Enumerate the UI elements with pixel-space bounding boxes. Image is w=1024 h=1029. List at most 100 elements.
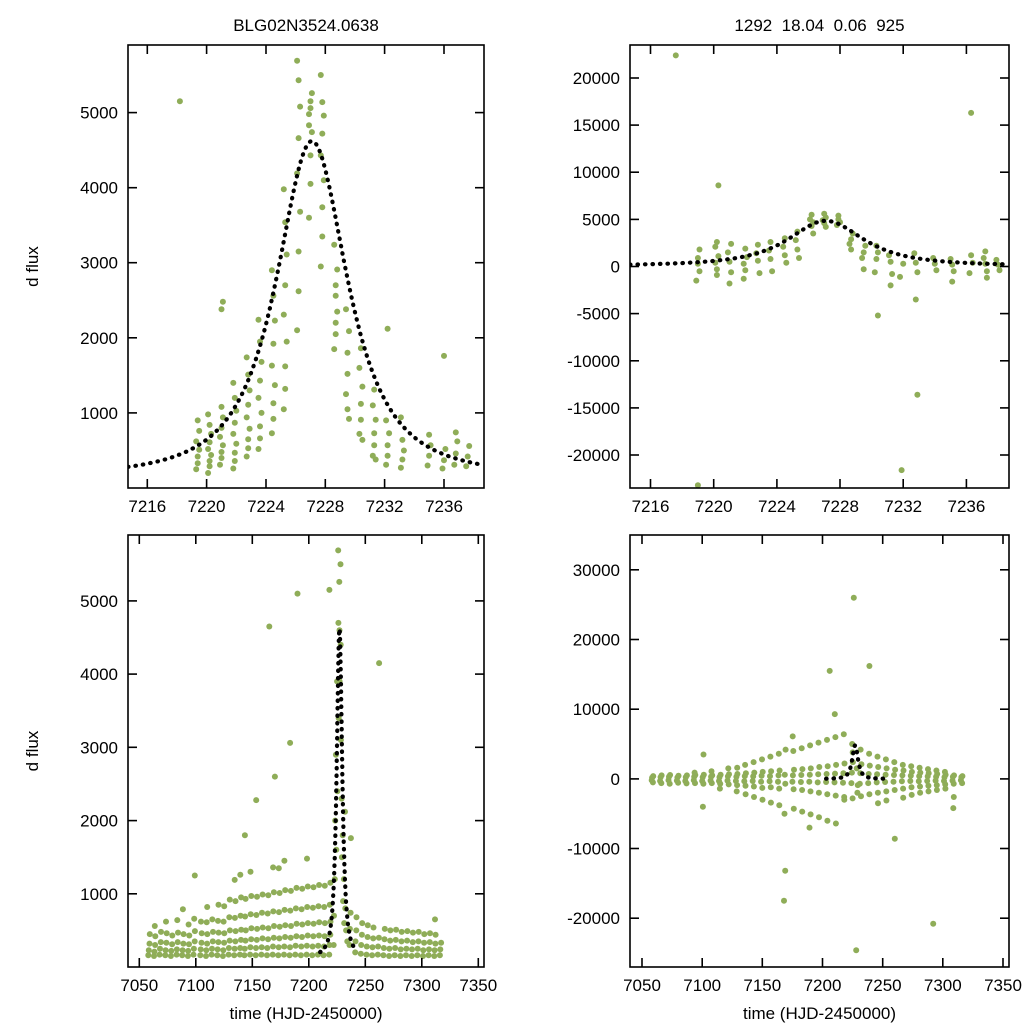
- data-point: [383, 461, 390, 468]
- data-point: [315, 903, 322, 910]
- data-point: [840, 731, 847, 738]
- data-point: [185, 947, 192, 954]
- y-tick-label: 20000: [573, 631, 620, 650]
- data-point: [253, 797, 260, 804]
- data-point: [848, 246, 855, 253]
- data-point: [871, 269, 878, 276]
- data-point: [848, 769, 855, 776]
- data-point: [337, 561, 344, 568]
- data-point: [798, 745, 805, 752]
- data-point: [346, 415, 352, 422]
- data-point: [295, 135, 302, 142]
- data-point: [816, 764, 823, 770]
- data-point: [336, 578, 343, 585]
- data-point: [968, 252, 975, 259]
- data-point: [179, 952, 186, 959]
- data-point: [174, 939, 181, 946]
- data-point: [209, 945, 215, 952]
- data-point: [810, 230, 817, 237]
- y-tick-label: 2000: [80, 812, 118, 831]
- y-tick-label: 5000: [80, 592, 118, 611]
- data-point: [196, 427, 203, 434]
- data-point: [310, 920, 317, 927]
- data-point: [908, 784, 915, 791]
- data-point: [242, 913, 249, 920]
- data-point: [282, 385, 289, 392]
- data-point: [983, 268, 990, 275]
- data-point: [875, 764, 882, 770]
- data-point: [198, 918, 204, 925]
- data-point: [157, 939, 164, 946]
- data-point: [808, 211, 815, 218]
- data-point: [226, 914, 233, 921]
- data-point: [146, 940, 153, 947]
- data-point: [281, 906, 288, 913]
- data-point: [404, 928, 411, 935]
- data-point: [766, 778, 773, 785]
- data-point: [380, 952, 387, 959]
- data-point: [184, 953, 191, 959]
- data-point: [264, 945, 271, 951]
- data-point: [359, 383, 366, 390]
- data-point: [789, 772, 796, 779]
- data-point: [232, 938, 239, 945]
- data-point: [215, 901, 222, 908]
- x-tick-label: 7200: [290, 976, 328, 995]
- data-point: [898, 778, 905, 785]
- data-point: [758, 778, 765, 785]
- data-point: [386, 945, 393, 952]
- data-point: [924, 778, 931, 784]
- data-point: [420, 953, 426, 959]
- data-point: [231, 394, 238, 401]
- data-point: [370, 924, 377, 931]
- data-point: [875, 800, 881, 807]
- data-point: [220, 947, 227, 954]
- y-tick-label: -10000: [567, 352, 620, 371]
- data-point: [253, 945, 259, 951]
- data-point: [815, 739, 822, 746]
- data-point: [304, 855, 310, 862]
- data-point: [306, 111, 312, 118]
- data-point: [694, 255, 701, 261]
- data-point: [295, 77, 302, 84]
- data-point: [204, 904, 211, 910]
- data-point: [193, 466, 200, 473]
- x-tick-label: 7228: [306, 497, 344, 516]
- data-point: [897, 273, 903, 280]
- data-point: [683, 780, 690, 787]
- data-point: [841, 760, 848, 767]
- data-point: [384, 452, 391, 459]
- data-point: [326, 586, 333, 593]
- data-point: [415, 928, 422, 935]
- data-point: [392, 945, 399, 951]
- data-point: [303, 951, 310, 958]
- data-point: [347, 909, 354, 916]
- y-tick-label: 5000: [80, 104, 118, 123]
- data-point: [833, 761, 840, 768]
- data-point: [891, 787, 898, 793]
- data-point: [675, 772, 682, 779]
- data-point: [220, 918, 227, 925]
- data-point: [789, 733, 796, 740]
- scatter-points: [176, 57, 473, 476]
- data-point: [700, 751, 707, 758]
- data-point: [409, 939, 416, 946]
- x-tick-label: 7232: [884, 497, 922, 516]
- data-point: [911, 250, 918, 257]
- data-point: [248, 936, 255, 943]
- data-point: [293, 884, 300, 891]
- data-point: [206, 463, 213, 470]
- data-point: [270, 889, 277, 896]
- data-point: [259, 924, 266, 931]
- data-point: [238, 936, 244, 943]
- data-point: [247, 911, 254, 918]
- data-point: [232, 928, 239, 935]
- data-point: [341, 920, 348, 927]
- data-point: [399, 456, 406, 463]
- data-point: [151, 923, 158, 929]
- data-point: [384, 325, 391, 332]
- data-point: [749, 778, 756, 784]
- data-point: [427, 930, 433, 937]
- y-tick-label: 3000: [80, 254, 118, 273]
- data-point: [283, 251, 290, 258]
